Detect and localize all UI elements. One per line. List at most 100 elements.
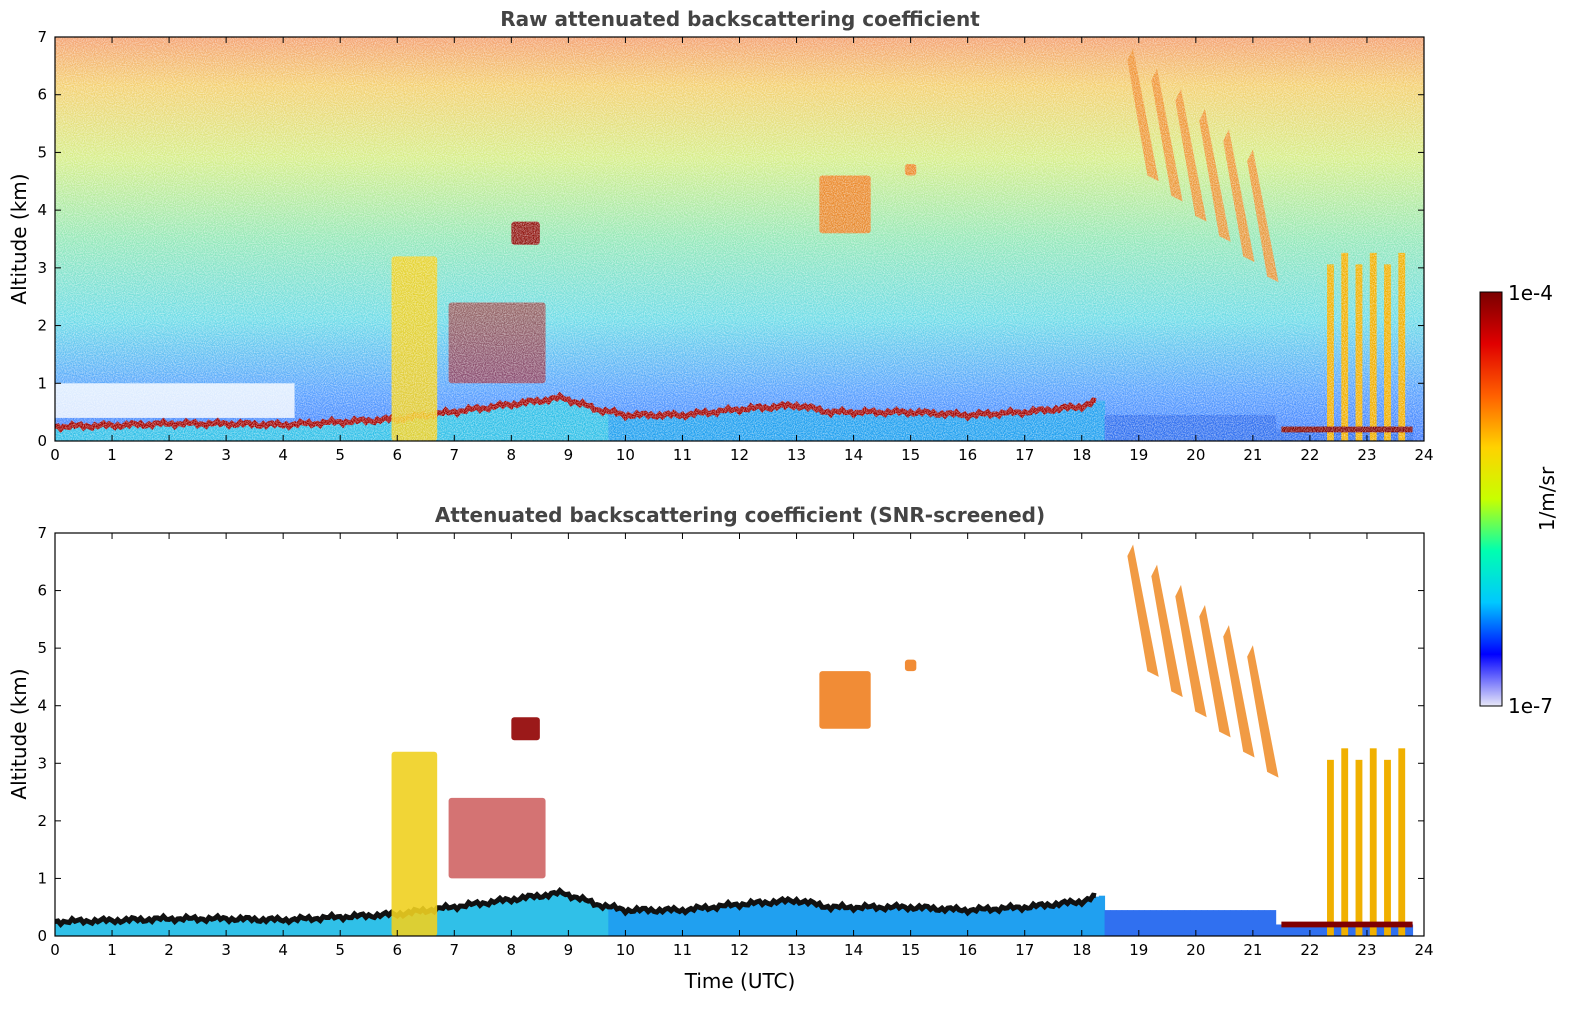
boundary-layer-cell xyxy=(260,919,267,936)
boundary-layer-cell xyxy=(876,907,883,936)
boundary-layer-cell xyxy=(785,900,792,936)
x-tick-label: 12 xyxy=(730,446,749,464)
boundary-layer-cell xyxy=(1053,904,1060,936)
boundary-layer-cell xyxy=(323,917,330,936)
boundary-layer-cell xyxy=(197,918,204,936)
boundary-layer-cell xyxy=(1309,924,1317,936)
boundary-layer-cell xyxy=(1292,924,1300,936)
y-tick-label: 5 xyxy=(37,143,47,161)
boundary-layer-cell xyxy=(488,902,495,936)
boundary-layer-cell xyxy=(842,907,849,936)
x-tick-label: 13 xyxy=(787,941,806,959)
boundary-layer-cell xyxy=(899,907,906,936)
x-tick: 12 xyxy=(730,37,749,464)
boundary-layer-cell xyxy=(1178,910,1185,936)
boundary-layer-cell xyxy=(517,898,524,936)
feature-plume xyxy=(391,751,438,936)
boundary-layer-cell xyxy=(505,899,512,936)
boundary-layer-cell xyxy=(203,918,210,936)
boundary-layer-cell xyxy=(448,907,455,936)
boundary-layer-cell xyxy=(1218,910,1225,936)
x-tick-label: 0 xyxy=(50,446,60,464)
boundary-layer-cell xyxy=(1269,910,1277,936)
boundary-layer-cell xyxy=(688,909,695,936)
screened-backscatter-panel: Attenuated backscattering coefficient (S… xyxy=(7,503,1434,993)
boundary-layer-cell xyxy=(659,910,666,936)
boundary-layer-cell xyxy=(209,918,216,936)
boundary-layer-cell xyxy=(1389,924,1396,936)
y-tick-label: 7 xyxy=(37,28,47,46)
boundary-layer-cell xyxy=(591,903,598,936)
boundary-layer-cell xyxy=(653,910,661,936)
boundary-layer-cell xyxy=(1001,908,1009,936)
boundary-layer-cell xyxy=(904,907,912,936)
boundary-layer-cell xyxy=(1104,910,1111,936)
x-tick-label: 19 xyxy=(1129,941,1148,959)
boundary-layer-cell xyxy=(117,920,124,936)
boundary-layer-cell xyxy=(807,903,815,936)
x-tick: 20 xyxy=(1186,533,1205,959)
boundary-layer-cell xyxy=(1058,903,1066,936)
boundary-layer-cell xyxy=(579,899,586,936)
x-tick: 22 xyxy=(1300,37,1319,464)
y-tick-label: 6 xyxy=(37,582,47,600)
x-tick: 24 xyxy=(1414,37,1434,464)
x-tick-label: 5 xyxy=(335,446,345,464)
boundary-layer-cell xyxy=(380,914,387,936)
boundary-layer-cell xyxy=(345,916,353,936)
boundary-layer-cell xyxy=(545,894,552,936)
boundary-layer-cell xyxy=(990,908,997,936)
x-tick: 11 xyxy=(673,37,692,464)
x-tick: 22 xyxy=(1300,533,1319,959)
boundary-layer-cell xyxy=(66,921,73,936)
feature-aerosol-layer xyxy=(448,797,546,879)
boundary-layer-cell xyxy=(1127,910,1134,936)
x-tick: 20 xyxy=(1186,37,1205,464)
boundary-layer-cell xyxy=(1190,910,1197,936)
x-tick-label: 8 xyxy=(507,941,517,959)
boundary-layer-cell xyxy=(385,914,393,936)
boundary-layer-cell xyxy=(1195,910,1203,936)
boundary-layer-cell xyxy=(1207,910,1214,936)
boundary-layer-cell xyxy=(288,919,296,936)
x-tick-label: 2 xyxy=(164,446,174,464)
colorbar-max-label: 1e-4 xyxy=(1508,281,1553,305)
y-tick: 5 xyxy=(37,639,1424,657)
boundary-layer-cell xyxy=(551,893,558,936)
boundary-layer-cell xyxy=(1173,910,1180,936)
x-tick-label: 22 xyxy=(1300,941,1319,959)
boundary-layer-cell xyxy=(648,910,655,936)
panel-1-title: Raw attenuated backscattering coefficien… xyxy=(500,7,980,31)
x-tick-label: 18 xyxy=(1072,446,1091,464)
boundary-layer-cell xyxy=(511,899,518,936)
x-tick: 16 xyxy=(958,533,977,959)
boundary-layer-cell xyxy=(169,918,176,936)
boundary-layer-cell xyxy=(1406,924,1414,936)
x-tick-label: 3 xyxy=(221,446,231,464)
boundary-layer-cell xyxy=(682,909,689,936)
boundary-layer-cell xyxy=(922,907,929,936)
boundary-layer-cell xyxy=(562,893,569,936)
x-tick: 7 xyxy=(450,533,459,959)
x-tick: 18 xyxy=(1072,37,1091,464)
boundary-layer-cell xyxy=(1212,910,1220,936)
boundary-layer-cell xyxy=(733,904,740,936)
boundary-layer-cell xyxy=(539,895,547,936)
boundary-layer-cell xyxy=(231,918,239,936)
y-tick-label: 0 xyxy=(37,432,47,450)
boundary-layer-cell xyxy=(1076,901,1083,936)
boundary-layer-cell xyxy=(214,918,221,936)
x-tick: 7 xyxy=(450,37,459,464)
boundary-layer-cell xyxy=(973,909,980,936)
boundary-layer-cell xyxy=(853,907,860,936)
boundary-layer-cell xyxy=(750,903,758,936)
colorbar-unit-label: 1/m/sr xyxy=(1535,466,1559,531)
y-tick: 3 xyxy=(37,259,1424,277)
y-tick: 6 xyxy=(37,582,1424,600)
boundary-layer-cell xyxy=(351,916,358,936)
y-tick: 2 xyxy=(37,812,1424,830)
boundary-layer-cell xyxy=(1167,910,1174,936)
boundary-layer-cell xyxy=(100,920,107,936)
boundary-layer-cell xyxy=(996,908,1003,936)
boundary-layer-cell xyxy=(1241,910,1248,936)
